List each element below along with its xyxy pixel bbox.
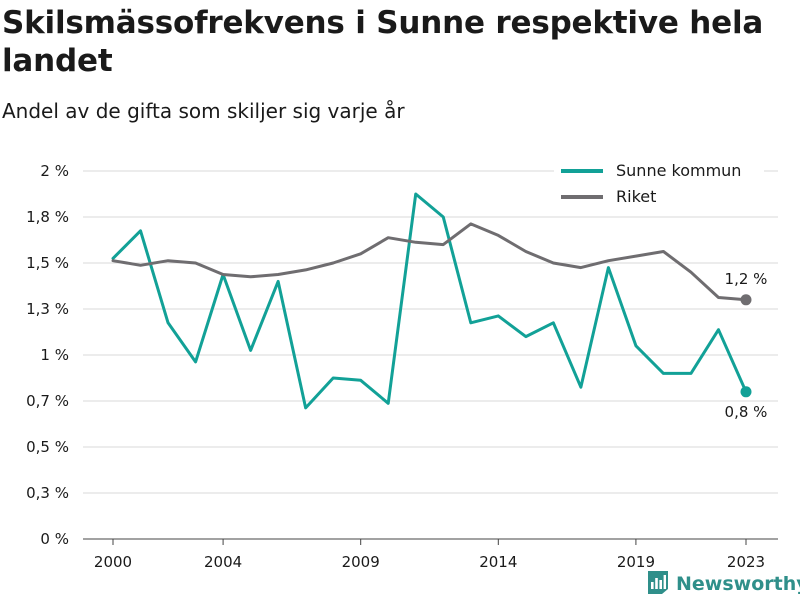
bar-chart-logo-icon bbox=[646, 569, 670, 599]
chart-title: Skilsmässofrekvens i Sunne respektive he… bbox=[2, 5, 764, 79]
legend-label: Sunne kommun bbox=[616, 161, 741, 180]
series-end-point bbox=[740, 294, 752, 306]
x-axis: 2000 2004 2009 2014 2019 2023 bbox=[94, 539, 765, 571]
x-tick-label: 2004 bbox=[204, 553, 242, 571]
y-axis-tick-labels: 0 % 0,3 % 0,5 % 0,7 % 1 % 1,3 % 1,5 % 1,8 % 2 % bbox=[26, 162, 69, 548]
x-tick-label: 2023 bbox=[727, 553, 765, 571]
x-tick-label: 2014 bbox=[479, 553, 517, 571]
y-tick-label: 0,3 % bbox=[26, 484, 69, 502]
y-tick-label: 1 % bbox=[40, 346, 69, 364]
end-value-labels: 0,8 % 1,2 % bbox=[725, 270, 768, 421]
y-tick-label: 1,3 % bbox=[26, 300, 69, 318]
x-tick-label: 2009 bbox=[342, 553, 380, 571]
end-value-label: 1,2 % bbox=[725, 270, 768, 288]
gridlines bbox=[83, 170, 778, 540]
newsworthy-brand: Newsworthy bbox=[646, 568, 800, 600]
legend: Sunne kommun Riket bbox=[554, 157, 764, 207]
x-tick-label: 2019 bbox=[617, 553, 655, 571]
legend-label: Riket bbox=[616, 187, 656, 206]
y-tick-label: 0,7 % bbox=[26, 392, 69, 410]
x-tick-label: 2000 bbox=[94, 553, 132, 571]
series-line bbox=[111, 222, 748, 302]
end-value-label: 0,8 % bbox=[725, 403, 768, 421]
y-tick-label: 2 % bbox=[40, 162, 69, 180]
brand-name: Newsworthy bbox=[676, 573, 800, 595]
series-lines bbox=[111, 192, 752, 410]
y-tick-label: 1,5 % bbox=[26, 254, 69, 272]
y-tick-label: 0 % bbox=[40, 530, 69, 548]
chart-subtitle: Andel av de gifta som skiljer sig varje … bbox=[2, 99, 405, 123]
series-end-point bbox=[740, 386, 752, 398]
y-tick-label: 0,5 % bbox=[26, 438, 69, 456]
series-line bbox=[111, 192, 748, 410]
y-tick-label: 1,8 % bbox=[26, 208, 69, 226]
